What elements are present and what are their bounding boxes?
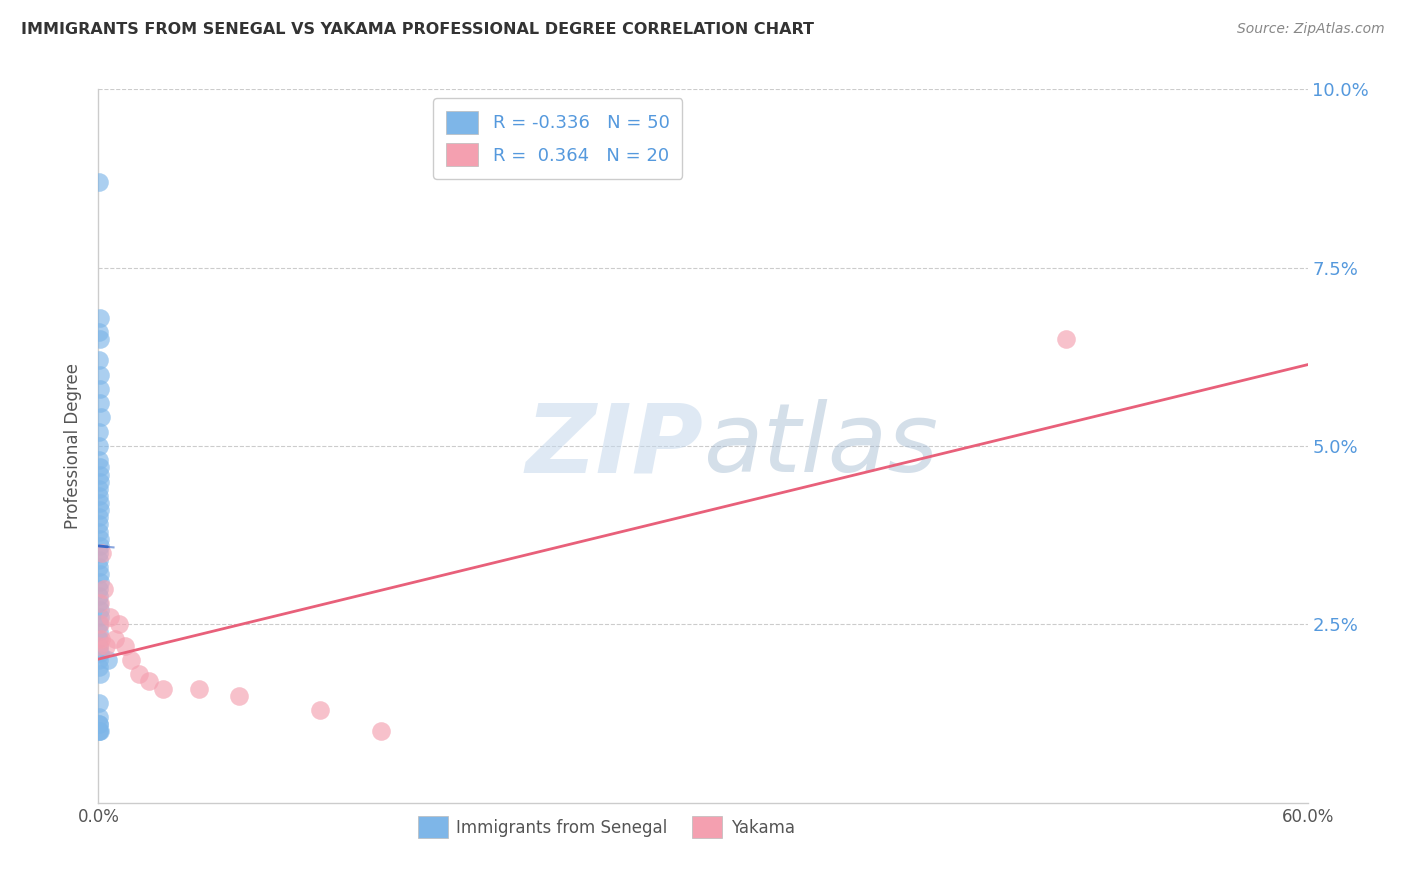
Point	[128, 667, 150, 681]
Point	[89, 596, 111, 610]
Point	[138, 674, 160, 689]
Point	[103, 632, 125, 646]
Point	[89, 510, 111, 524]
Point	[89, 524, 111, 539]
Point	[87, 589, 110, 603]
Text: ZIP: ZIP	[524, 400, 703, 492]
Point	[89, 396, 111, 410]
Point	[93, 582, 115, 596]
Point	[87, 517, 110, 532]
Point	[89, 724, 111, 739]
Point	[89, 496, 111, 510]
Point	[89, 382, 111, 396]
Point	[228, 689, 250, 703]
Point	[89, 639, 111, 653]
Point	[89, 632, 111, 646]
Point	[89, 503, 111, 517]
Point	[89, 489, 111, 503]
Point	[370, 724, 392, 739]
Point	[89, 467, 111, 482]
Point	[89, 710, 111, 724]
Point	[89, 368, 111, 382]
Point	[89, 539, 111, 553]
Point	[89, 646, 111, 660]
Point	[120, 653, 142, 667]
Point	[107, 617, 129, 632]
Point	[89, 475, 111, 489]
Point	[87, 624, 110, 639]
Point	[89, 724, 111, 739]
Point	[89, 667, 111, 681]
Point	[89, 617, 111, 632]
Point	[87, 482, 110, 496]
Legend: Immigrants from Senegal, Yakama: Immigrants from Senegal, Yakama	[411, 810, 801, 845]
Point	[89, 567, 111, 582]
Point	[188, 681, 211, 696]
Point	[89, 560, 111, 574]
Point	[87, 553, 110, 567]
Point	[89, 325, 111, 339]
Point	[97, 653, 120, 667]
Point	[87, 696, 110, 710]
Point	[87, 582, 110, 596]
Point	[89, 603, 111, 617]
Point	[89, 332, 111, 346]
Point	[89, 660, 111, 674]
Point	[89, 574, 111, 589]
Text: Source: ZipAtlas.com: Source: ZipAtlas.com	[1237, 22, 1385, 37]
Point	[89, 717, 111, 731]
Point	[89, 617, 111, 632]
Point	[87, 546, 110, 560]
Point	[89, 425, 111, 439]
Point	[90, 410, 112, 425]
Point	[87, 717, 110, 731]
Point	[1054, 332, 1077, 346]
Point	[309, 703, 332, 717]
Y-axis label: Professional Degree: Professional Degree	[65, 363, 83, 529]
Point	[89, 653, 111, 667]
Text: atlas: atlas	[703, 400, 938, 492]
Point	[89, 310, 111, 325]
Text: IMMIGRANTS FROM SENEGAL VS YAKAMA PROFESSIONAL DEGREE CORRELATION CHART: IMMIGRANTS FROM SENEGAL VS YAKAMA PROFES…	[21, 22, 814, 37]
Point	[90, 632, 112, 646]
Point	[152, 681, 174, 696]
Point	[114, 639, 136, 653]
Point	[89, 460, 111, 475]
Point	[89, 175, 111, 189]
Point	[89, 639, 111, 653]
Point	[96, 639, 118, 653]
Point	[87, 353, 110, 368]
Point	[91, 546, 114, 560]
Point	[87, 439, 110, 453]
Point	[89, 724, 111, 739]
Point	[98, 610, 121, 624]
Point	[89, 453, 111, 467]
Point	[89, 532, 111, 546]
Point	[89, 596, 111, 610]
Point	[89, 610, 111, 624]
